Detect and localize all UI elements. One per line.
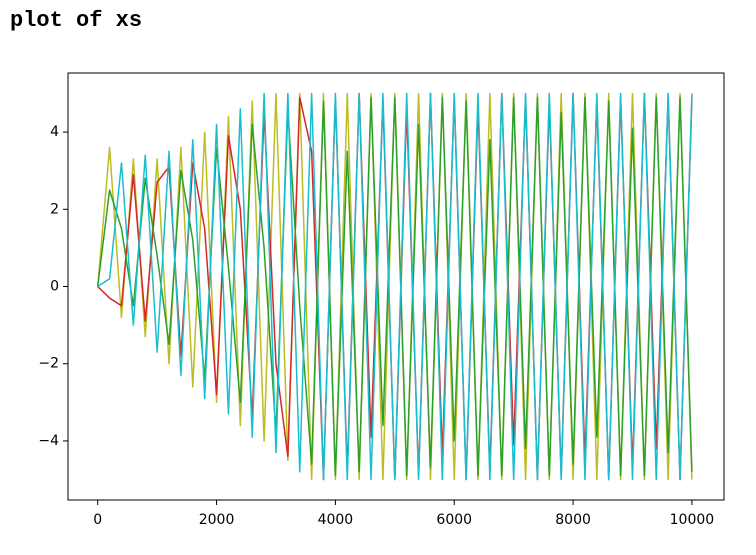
y-tick-label: 4 <box>50 124 59 140</box>
y-tick-label: −2 <box>38 356 59 372</box>
x-tick-label: 4000 <box>318 512 354 528</box>
y-tick-label: 0 <box>50 279 59 295</box>
x-tick-label: 0 <box>93 512 102 528</box>
series-line <box>96 96 693 477</box>
x-tick-label: 8000 <box>555 512 591 528</box>
cell-title: plot of xs <box>10 8 143 33</box>
series-line <box>96 92 693 481</box>
x-tick-label: 10000 <box>670 512 715 528</box>
x-tick-label: 6000 <box>436 512 472 528</box>
series-line <box>97 92 693 481</box>
y-tick-label: −4 <box>38 433 59 449</box>
y-tick-label: 2 <box>50 201 59 217</box>
x-tick-label: 2000 <box>199 512 235 528</box>
